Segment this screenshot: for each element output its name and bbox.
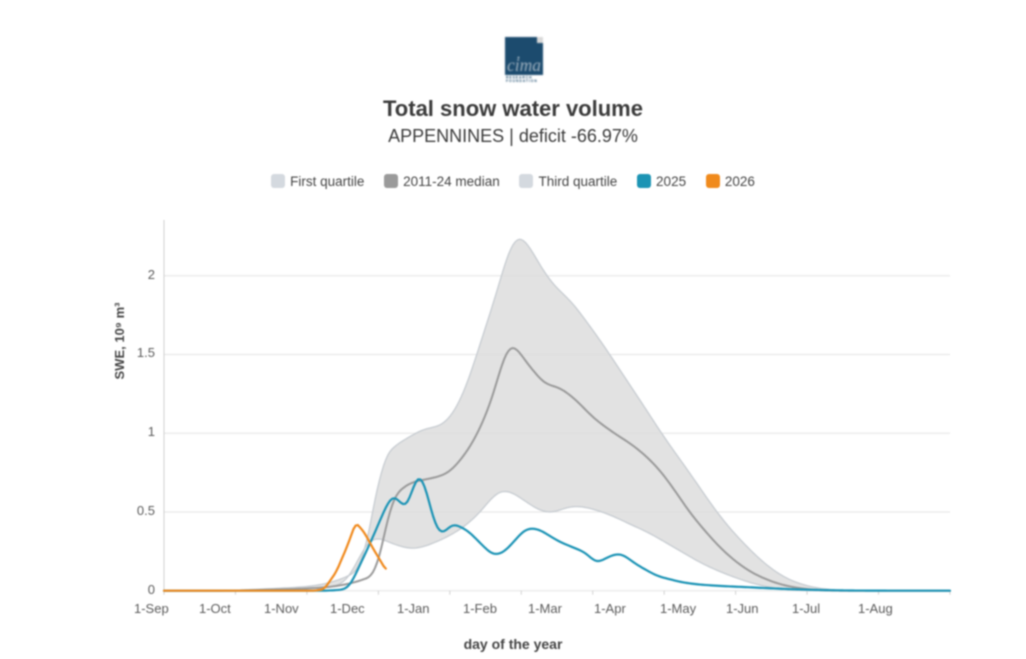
svg-text:cima: cima	[507, 55, 541, 75]
svg-text:FOUNDATION: FOUNDATION	[506, 79, 538, 83]
